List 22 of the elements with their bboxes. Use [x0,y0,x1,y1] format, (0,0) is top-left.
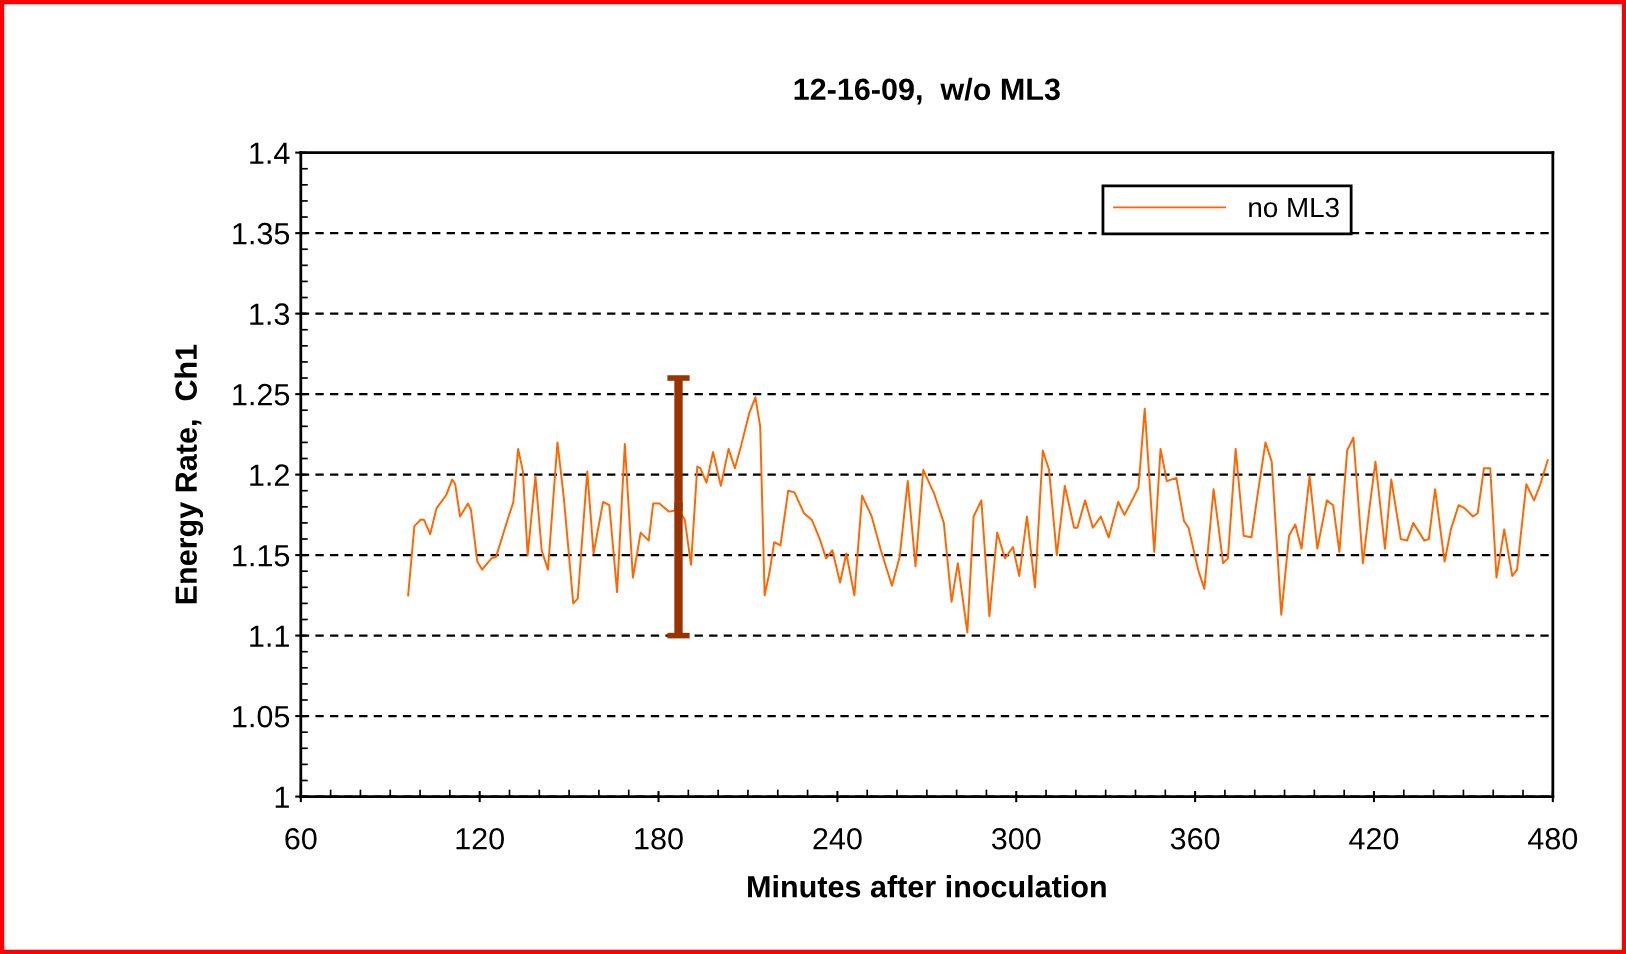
y-tick-label: 1.25 [233,383,290,406]
x-tick-label: 120 [456,827,504,850]
chart-title: 12-16-09, w/o ML3 [794,77,1060,105]
x-tick-label: 480 [1528,827,1578,850]
line-series [407,396,1549,634]
x-tick-label: 60 [285,827,317,850]
y-tick-label: 1 [275,786,289,808]
legend-label: no ML3 [1249,197,1339,218]
y-tick-label: 1.3 [250,303,290,325]
x-tick-label: 420 [1349,827,1399,850]
y-tick-label: 1.2 [250,464,289,486]
y-tick-label: 1.4 [250,142,290,164]
x-axis-title: Minutes after inoculation [748,875,1106,898]
y-tick-label: 1.15 [233,545,290,567]
y-tick-label: 1.35 [233,222,290,245]
y-tick-label: 1.05 [233,705,290,728]
x-tick-label: 360 [1170,827,1220,850]
x-tick-label: 240 [813,827,862,850]
x-tick-label: 180 [635,827,683,850]
x-tick-label: 300 [991,827,1041,850]
y-axis-title: Energy Rate, Ch1 [174,344,204,604]
y-tick-label: 1.1 [250,625,289,647]
